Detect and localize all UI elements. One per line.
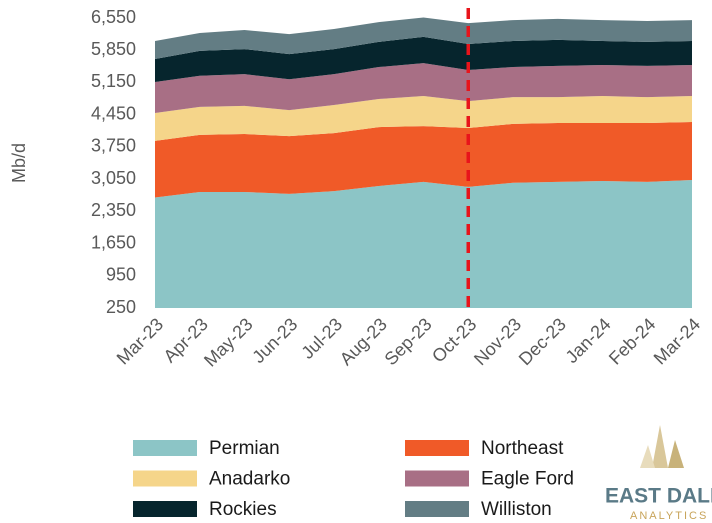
- x-tick-label: Mar-24: [650, 314, 704, 368]
- y-tick-label: 1,650: [91, 232, 136, 252]
- logo-icon: [668, 440, 684, 468]
- y-tick-label: 950: [106, 265, 136, 285]
- y-tick-label: 5,850: [91, 39, 136, 59]
- area: [155, 122, 692, 198]
- legend-label: Anadarko: [209, 469, 290, 490]
- y-axis-label: Mb/d: [9, 143, 29, 183]
- legend-label: Northeast: [481, 438, 564, 459]
- legend: Permian Northeast Anadarko Eagle Ford Rockie…: [133, 438, 574, 520]
- legend-swatch: [405, 470, 469, 487]
- x-tick-label: Mar-23: [113, 314, 167, 368]
- x-tick-label: Jan-24: [562, 314, 615, 367]
- legend-swatch: [133, 501, 197, 517]
- area: [155, 96, 692, 141]
- x-tick-label: Dec-23: [515, 314, 570, 369]
- legend-label: Williston: [481, 499, 552, 520]
- logo-icon: [652, 425, 668, 468]
- legend-swatch: [133, 440, 197, 456]
- logo-icon: [640, 445, 655, 468]
- y-tick-label: 2,350: [91, 200, 136, 220]
- x-tick-label: May-23: [200, 314, 257, 371]
- x-tick-label: Jun-23: [248, 314, 301, 367]
- legend-swatch: [405, 501, 469, 517]
- logo-name: EAST DALEY: [605, 485, 712, 508]
- legend-swatch: [133, 470, 197, 487]
- y-tick-label: 3,050: [91, 168, 136, 188]
- x-tick-label: Feb-24: [605, 314, 659, 368]
- legend-swatch: [405, 440, 469, 456]
- x-tick-label: Nov-23: [470, 314, 525, 369]
- logo: EAST DALEY ANALYTICS: [605, 425, 712, 522]
- legend-label: Rockies: [209, 499, 277, 520]
- legend-label: Permian: [209, 438, 280, 459]
- x-tick-label: Sep-23: [380, 314, 435, 369]
- logo-tagline: ANALYTICS: [630, 510, 708, 522]
- area: [155, 17, 692, 59]
- y-tick-label: 4,450: [91, 103, 136, 123]
- y-tick-label: 250: [106, 297, 136, 317]
- y-tick-label: 3,750: [91, 136, 136, 156]
- plot-area: [155, 17, 692, 308]
- legend-label: Eagle Ford: [481, 469, 574, 490]
- area: [155, 63, 692, 114]
- x-tick-label: Aug-23: [336, 314, 391, 369]
- y-tick-label: 6,550: [91, 7, 136, 27]
- area: [155, 180, 692, 308]
- area: [155, 36, 692, 82]
- y-tick-label: 5,150: [91, 71, 136, 91]
